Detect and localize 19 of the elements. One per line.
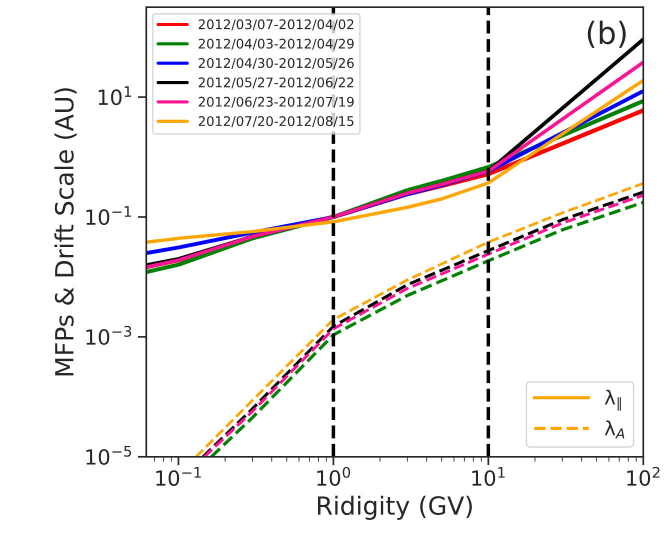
annotation: λ$_{∥}$ (604, 390, 621, 411)
x-tick-label: 10$^{2}$ (627, 466, 660, 486)
y-tick-label: 10$^{−3}$ (86, 326, 132, 345)
legend-label: 2012/07/20-2012/08/15 (198, 116, 354, 128)
x-tick-label: 10$^{−1}$ (156, 467, 201, 486)
legend-label: 2012/06/23-2012/07/19 (198, 96, 354, 108)
y-tick-label: 10$^{1}$ (98, 86, 132, 106)
annotation: (b) (588, 20, 626, 48)
x-axis-title: Ridigity (GV) (318, 496, 472, 520)
x-tick-label: 10$^{1}$ (472, 467, 505, 486)
y-tick-label: 10$^{−1}$ (86, 206, 131, 226)
y-axis-title: MFPs & Drift Scale (AU) (54, 88, 77, 376)
y-tick-label: 10$^{−5}$ (86, 446, 132, 465)
annotation: λ$_{A}$ (604, 420, 624, 438)
legend-label: 2012/04/30-2012/05/26 (198, 58, 354, 70)
legend-label: 2012/04/03-2012/04/29 (198, 38, 354, 50)
x-tick-label: 10$^{0}$ (317, 466, 350, 486)
legend-label: 2012/05/27-2012/06/22 (198, 77, 354, 88)
legend-label: 2012/03/07-2012/04/02 (198, 19, 354, 30)
